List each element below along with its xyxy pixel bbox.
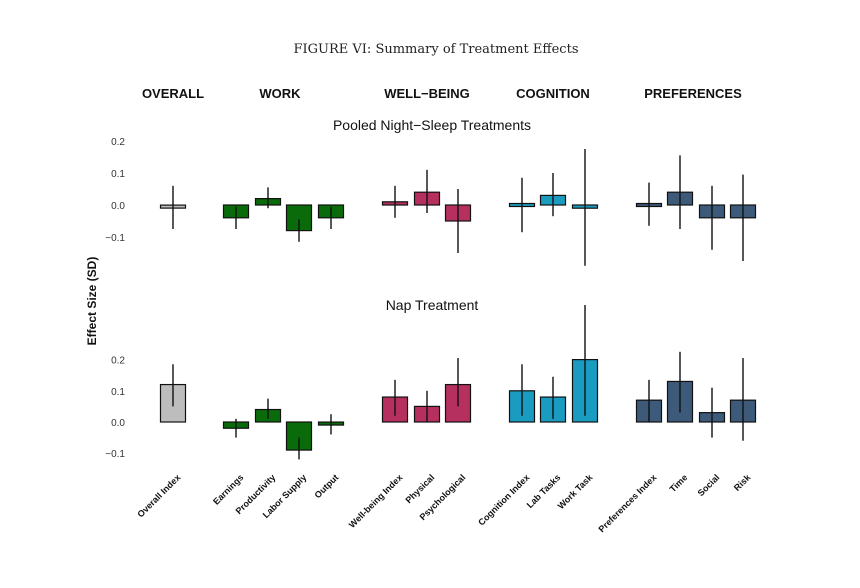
group-label-3: COGNITION [516, 86, 590, 101]
category-label-8: Cognition Index [476, 472, 531, 527]
y-tick-label: 0.1 [111, 169, 125, 180]
category-label-10: Work Task [556, 472, 595, 511]
panel-title: Nap Treatment [386, 297, 479, 313]
y-tick-label: −0.1 [105, 233, 125, 244]
category-label-14: Risk [732, 472, 753, 493]
y-axis-label: Effect Size (SD) [85, 257, 99, 346]
group-label-0: OVERALL [142, 86, 204, 101]
y-tick-label: 0.2 [111, 137, 125, 148]
category-label-11: Preferences Index [597, 472, 659, 534]
y-tick-label: −0.1 [105, 449, 125, 460]
category-label-4: Output [312, 472, 340, 500]
y-tick-label: 0.0 [111, 418, 125, 429]
category-label-12: Time [668, 472, 690, 494]
group-label-1: WORK [259, 86, 301, 101]
group-labels: OVERALL WORK WELL−BEING COGNITION PREFERENCE… [142, 86, 742, 101]
group-label-2: WELL−BEING [384, 86, 470, 101]
group-label-4: PREFERENCES [644, 86, 742, 101]
category-label-13: Social [696, 472, 722, 498]
y-tick-label: 0.2 [111, 356, 125, 367]
y-tick-label: 0.1 [111, 387, 125, 398]
category-label-5: Well-being Index [347, 472, 405, 530]
panel-title: Pooled Night−Sleep Treatments [333, 117, 531, 133]
y-tick-label: 0.0 [111, 201, 125, 212]
panel-pooled-night-sleep: Pooled Night−Sleep Treatments 0.2 0.1 0.0 −0… [105, 117, 757, 266]
figure-title: FIGURE VI: Summary of Treatment Effects [294, 42, 579, 57]
category-label-0: Overall Index [135, 472, 182, 519]
panel-nap: Nap Treatment 0.2 0.1 0.0 −0.1 [105, 297, 757, 460]
